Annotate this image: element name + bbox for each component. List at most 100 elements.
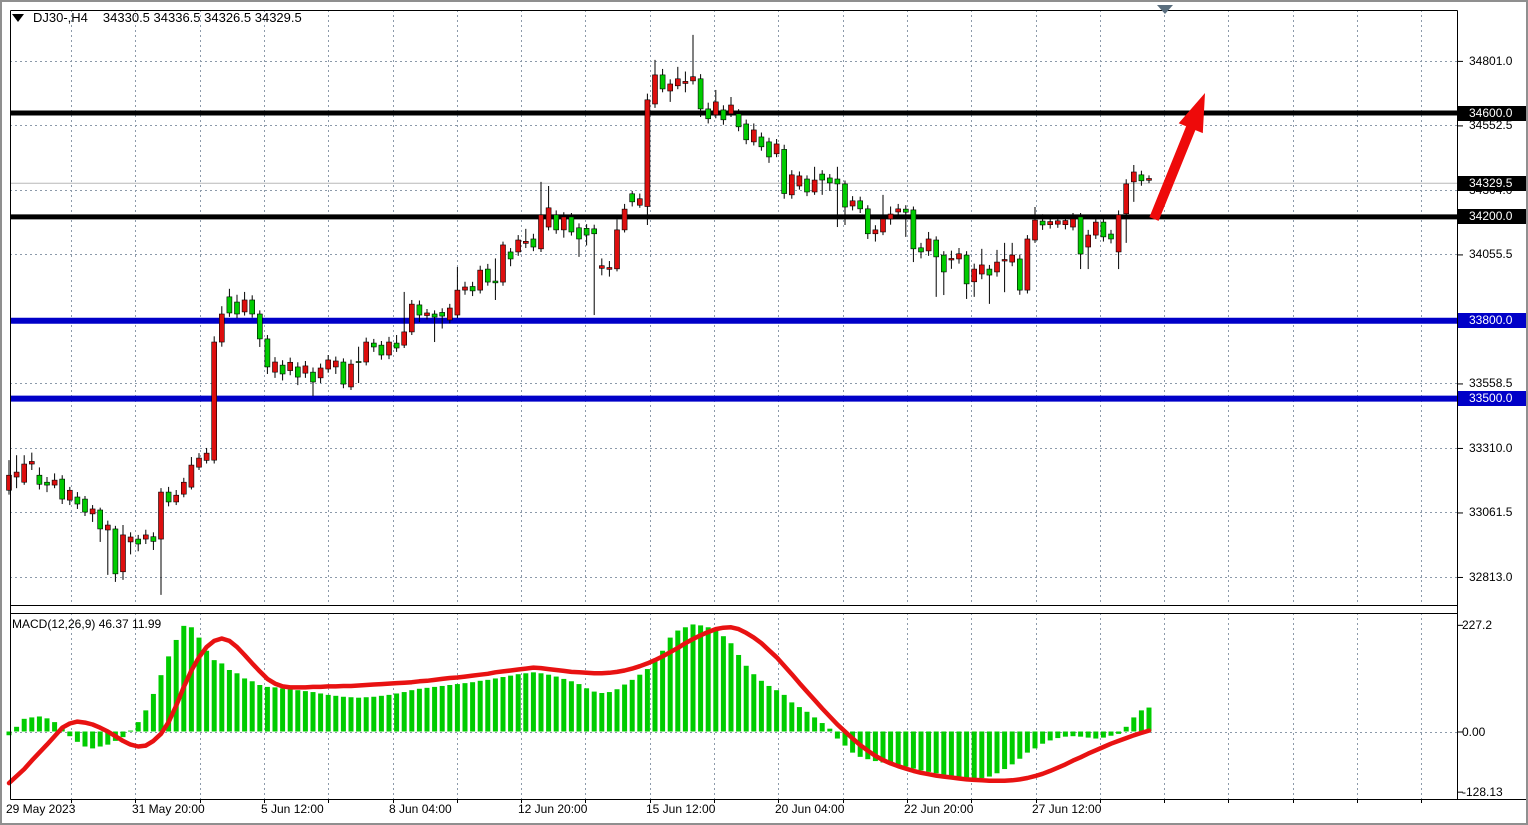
macd-bar: [834, 731, 840, 739]
macd-bar: [173, 639, 179, 732]
macd-bar: [74, 731, 80, 742]
candle-body: [530, 238, 537, 248]
candle-body: [1093, 221, 1099, 236]
macd-bar: [14, 726, 20, 732]
macd-bar: [698, 625, 704, 732]
candle-body: [234, 301, 240, 315]
candle-body: [120, 534, 126, 573]
macd-bar: [234, 673, 240, 732]
macd-bar: [1009, 731, 1015, 765]
candle-body: [796, 175, 803, 187]
macd-bar: [416, 688, 422, 732]
candle-body: [864, 208, 871, 235]
candle-body: [219, 313, 225, 343]
candle-body: [576, 227, 582, 240]
candle-body: [598, 265, 605, 269]
candle-body: [287, 361, 294, 371]
macd-bar: [675, 630, 681, 732]
candle-body: [1123, 183, 1129, 215]
macd-bar: [690, 624, 696, 732]
candle-body: [705, 108, 712, 120]
macd-bar: [1040, 731, 1046, 744]
macd-bar: [1108, 731, 1114, 736]
macd-bar: [584, 688, 590, 732]
macd-bar: [1131, 717, 1137, 732]
candle-body: [902, 208, 909, 213]
candle-body: [264, 338, 271, 368]
candle-body: [332, 360, 339, 368]
macd-bar: [135, 722, 141, 732]
candle-body: [1062, 220, 1069, 225]
axis-ticks: [71, 60, 1463, 803]
candle-body: [317, 367, 324, 379]
macd-bar: [21, 718, 27, 732]
macd-bar: [257, 685, 263, 732]
macd-bar: [1078, 731, 1084, 737]
candle-body: [226, 296, 233, 314]
macd-bar: [591, 691, 597, 732]
macd-bar: [614, 689, 620, 732]
candle-body: [294, 366, 301, 378]
candle-body: [446, 307, 453, 321]
candle-body: [477, 269, 484, 291]
candle-body: [416, 304, 423, 316]
candle-body: [583, 228, 590, 236]
macd-bar: [1085, 731, 1091, 738]
macd-bar: [432, 686, 438, 732]
candle-body: [378, 344, 385, 356]
candle-body: [424, 312, 430, 316]
candle-body: [355, 361, 362, 363]
candle-body: [44, 481, 50, 486]
macd-bar: [67, 731, 73, 737]
macd-bar: [948, 731, 954, 777]
macd-bar: [827, 728, 833, 732]
candle-body: [74, 496, 81, 505]
candle-body: [1108, 233, 1114, 240]
macd-bar: [1116, 731, 1122, 734]
macd-bar: [926, 731, 932, 772]
macd-bar: [1032, 731, 1038, 749]
candle-body: [6, 474, 12, 491]
macd-bar: [812, 717, 818, 732]
candle-body: [1016, 258, 1023, 291]
macd-bar: [774, 690, 780, 732]
macd-bar: [143, 710, 149, 732]
candle-body: [325, 359, 332, 370]
candle-body: [150, 536, 157, 542]
macd-bar: [264, 686, 270, 732]
candle-body: [196, 457, 202, 468]
macd-bar: [606, 692, 612, 732]
candle-body: [241, 299, 248, 313]
candle-body: [454, 289, 461, 316]
candle-body: [431, 313, 438, 318]
candle-body: [781, 149, 788, 194]
macd-bar: [553, 676, 559, 732]
candle-body: [89, 508, 96, 515]
candle-body: [766, 141, 772, 158]
candle-body: [1146, 178, 1152, 181]
candle-body: [158, 491, 164, 540]
macd-bar: [508, 675, 514, 732]
macd-bar: [971, 731, 977, 779]
candle-body: [819, 173, 826, 181]
candle-body: [1085, 234, 1091, 248]
macd-bar: [758, 680, 764, 732]
candle-body: [67, 489, 73, 501]
macd-bar: [226, 669, 232, 732]
macd-bar: [181, 625, 187, 732]
macd-bar: [652, 661, 658, 732]
trend-arrow[interactable]: [1149, 93, 1205, 221]
macd-bar: [660, 650, 666, 732]
candle-body: [971, 268, 978, 283]
macd-bar: [97, 731, 103, 747]
candle-body: [591, 228, 598, 235]
macd-bar: [538, 673, 544, 732]
macd-bar: [644, 669, 650, 732]
macd-bar: [470, 682, 476, 732]
macd-bar: [713, 630, 719, 732]
macd-bar: [211, 660, 217, 732]
macd-bar: [6, 731, 12, 736]
candle-body: [545, 207, 552, 228]
